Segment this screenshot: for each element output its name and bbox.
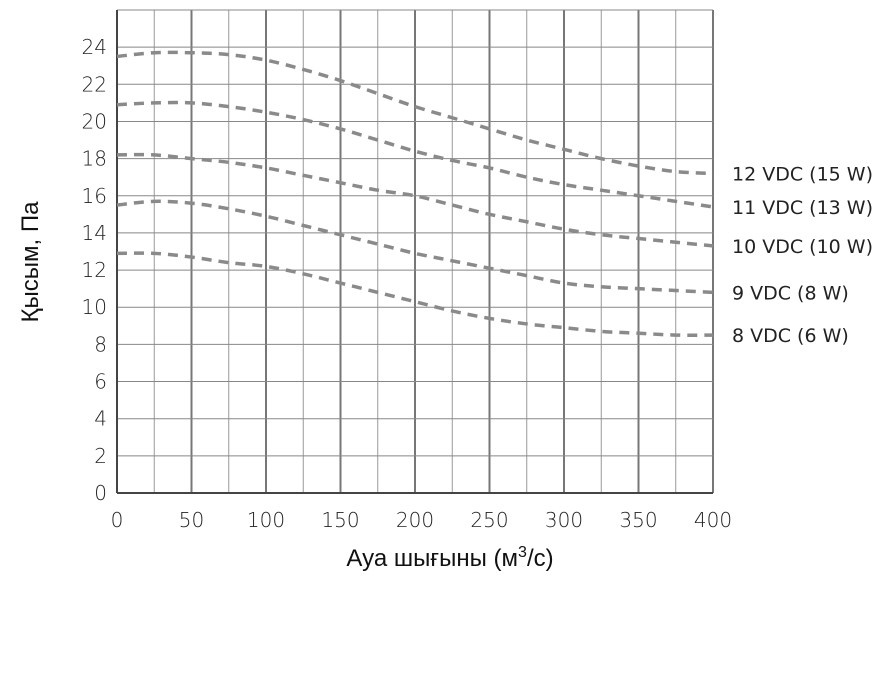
series-label: 11 VDC (13 W) — [732, 197, 873, 219]
y-tick-label: 14 — [82, 221, 107, 245]
series-line — [116, 251, 714, 337]
y-tick-label: 10 — [82, 295, 107, 319]
series-label: 9 VDC (8 W) — [732, 282, 849, 304]
x-tick-label: 0 — [111, 508, 124, 532]
x-tick-label: 200 — [396, 508, 434, 532]
series-label: 10 VDC (10 W) — [732, 236, 873, 258]
y-tick-label: 6 — [94, 370, 107, 394]
y-tick-label: 18 — [82, 147, 107, 171]
series-lines — [116, 50, 714, 337]
grid — [116, 9, 714, 494]
x-tick-label: 100 — [247, 508, 285, 532]
series-line — [116, 152, 714, 248]
y-tick-label: 22 — [82, 72, 107, 96]
x-tick-label: 250 — [470, 508, 508, 532]
y-tick-label: 8 — [94, 332, 107, 356]
y-tick-label: 0 — [94, 481, 107, 505]
legend: 12 VDC (15 W) 11 VDC (13 W) 10 VDC (10 W) 9… — [732, 163, 873, 347]
series-line — [116, 50, 714, 176]
y-tick-label: 16 — [82, 184, 107, 208]
x-tick-label: 150 — [321, 508, 359, 532]
series-label: 12 VDC (15 W) — [732, 163, 873, 185]
x-tick-label: 50 — [179, 508, 204, 532]
x-tick-label: 350 — [619, 508, 657, 532]
y-tick-label: 24 — [82, 35, 107, 59]
y-tick-label: 2 — [94, 444, 107, 468]
y-tick-label: 12 — [82, 258, 107, 282]
y-axis-label: Қысым, Па — [17, 201, 44, 323]
x-tick-labels: 0 50 100 150 200 250 300 350 400 — [111, 508, 732, 532]
y-tick-label: 20 — [82, 109, 107, 133]
x-tick-label: 400 — [694, 508, 732, 532]
series-label: 8 VDC (6 W) — [732, 325, 849, 347]
x-tick-label: 300 — [545, 508, 583, 532]
y-tick-label: 4 — [94, 407, 107, 431]
x-axis-label: Ауа шығыны (м3/с) — [346, 544, 553, 572]
